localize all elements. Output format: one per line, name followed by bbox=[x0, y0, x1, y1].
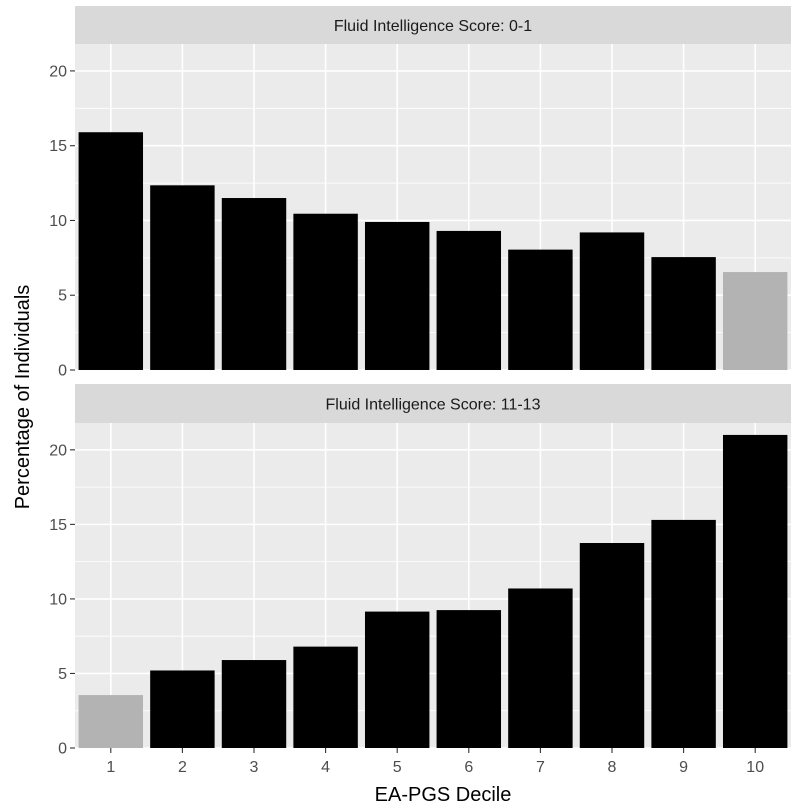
bar bbox=[150, 185, 215, 370]
bar bbox=[150, 670, 215, 748]
x-tick-label: 3 bbox=[250, 759, 259, 776]
bar bbox=[436, 230, 502, 370]
x-tick-label: 5 bbox=[393, 759, 402, 776]
bar bbox=[651, 257, 716, 370]
y-tick-label: 0 bbox=[58, 363, 67, 380]
y-axis-title: Percentage of Individuals bbox=[12, 285, 34, 510]
x-tick-label: 9 bbox=[679, 759, 688, 776]
panels-layer: Fluid Intelligence Score: 0-105101520Flu… bbox=[49, 6, 791, 776]
bar bbox=[436, 610, 502, 748]
panel-strip bbox=[75, 384, 791, 423]
bar bbox=[293, 213, 358, 370]
bar bbox=[78, 695, 144, 748]
bar bbox=[78, 132, 144, 370]
panel-title: Fluid Intelligence Score: 11-13 bbox=[326, 397, 541, 414]
bar bbox=[221, 660, 287, 748]
x-tick-label: 4 bbox=[321, 759, 330, 776]
x-axis-title: EA-PGS Decile bbox=[375, 784, 512, 806]
bar bbox=[722, 434, 788, 748]
bar bbox=[293, 646, 358, 748]
y-tick-label: 15 bbox=[49, 517, 67, 534]
bar bbox=[722, 272, 788, 370]
y-tick-label: 5 bbox=[58, 666, 67, 683]
y-tick-label: 0 bbox=[58, 741, 67, 758]
panel-strip bbox=[75, 6, 791, 44]
bar bbox=[508, 249, 573, 370]
x-tick-label: 1 bbox=[106, 759, 115, 776]
y-tick-label: 20 bbox=[49, 442, 67, 459]
panel-1: Fluid Intelligence Score: 0-1 0 5 10 15 20 bbox=[49, 6, 791, 380]
y-tick-label: 10 bbox=[49, 591, 67, 608]
bar bbox=[651, 519, 716, 748]
bar bbox=[579, 543, 645, 748]
y-tick-label: 5 bbox=[58, 288, 67, 305]
y-tick-label: 15 bbox=[49, 138, 67, 155]
x-tick-label: 7 bbox=[536, 759, 545, 776]
bar bbox=[364, 611, 430, 748]
bar bbox=[508, 588, 573, 748]
panel-title: Fluid Intelligence Score: 0-1 bbox=[334, 18, 532, 35]
bar bbox=[221, 198, 287, 370]
x-tick-label: 6 bbox=[464, 759, 473, 776]
x-tick-label: 2 bbox=[178, 759, 187, 776]
panel-2: Fluid Intelligence Score: 11-13051015201… bbox=[49, 384, 791, 776]
bar bbox=[364, 221, 430, 370]
x-tick-label: 8 bbox=[608, 759, 617, 776]
x-tick-label: 10 bbox=[746, 759, 764, 776]
bar bbox=[579, 232, 645, 370]
y-tick-label: 20 bbox=[49, 63, 67, 80]
y-tick-label: 10 bbox=[49, 213, 67, 230]
